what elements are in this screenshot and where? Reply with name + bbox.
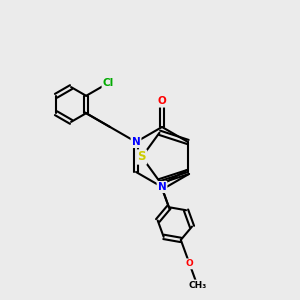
Text: Cl: Cl <box>103 78 114 88</box>
Text: N: N <box>132 137 140 147</box>
Text: O: O <box>158 97 166 106</box>
Text: O: O <box>186 260 194 268</box>
Text: CH₃: CH₃ <box>188 280 206 290</box>
Text: S: S <box>138 151 146 164</box>
Text: N: N <box>158 182 166 192</box>
